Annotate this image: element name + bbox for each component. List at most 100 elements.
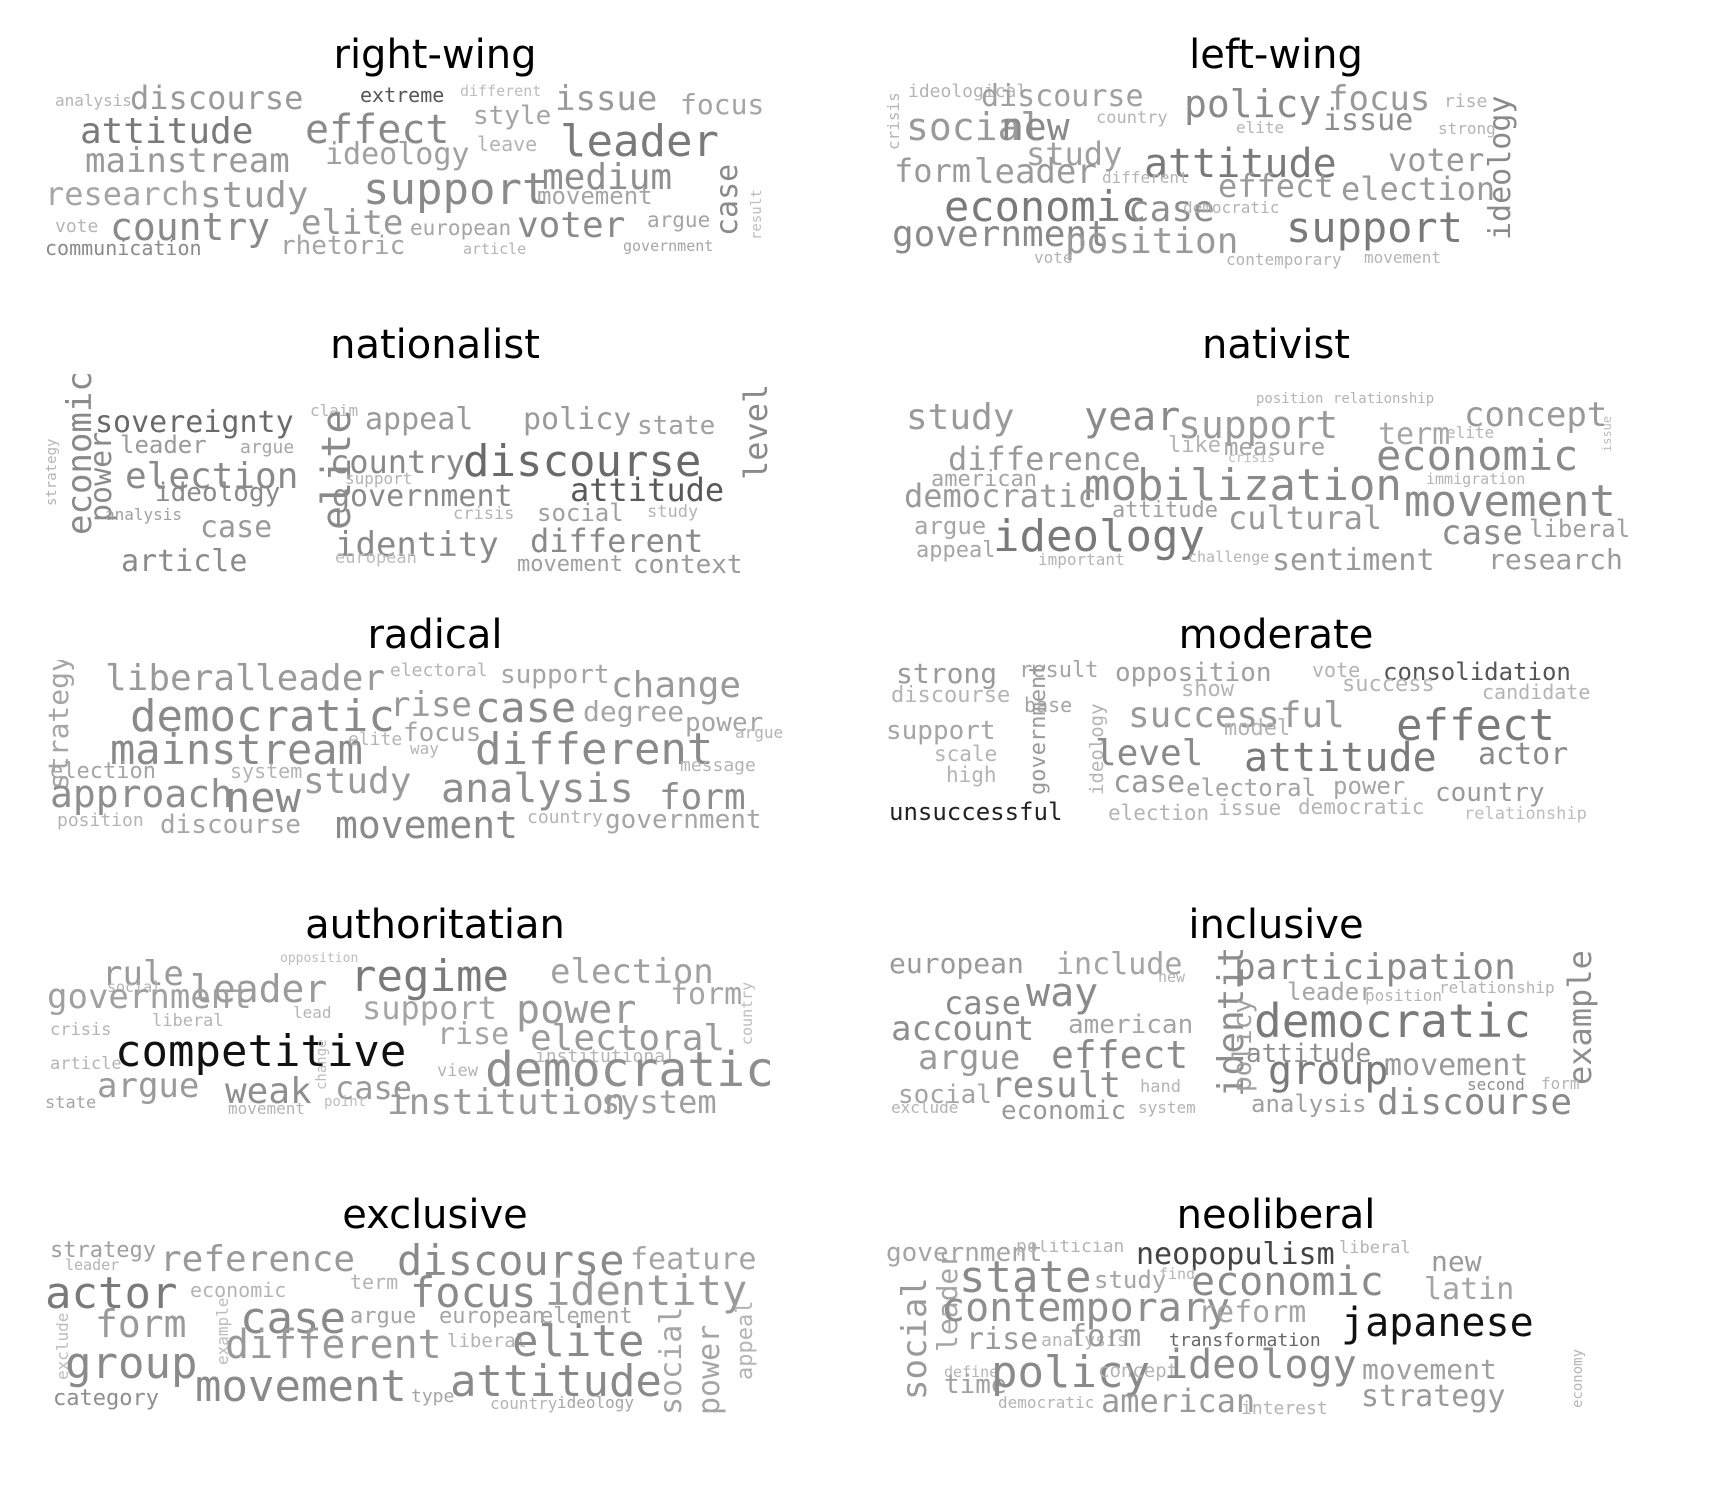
panel-title: left-wing [1189, 32, 1363, 78]
cloud-word: state [45, 1093, 97, 1113]
cloud-word: argue [350, 1304, 417, 1329]
cloud-word: european [889, 950, 1024, 980]
cloud-word: election [50, 759, 156, 784]
cloud-word: analysis [105, 505, 183, 524]
cloud-word: view [437, 1061, 478, 1081]
cloud-word: effect [1218, 167, 1334, 205]
cloud-word: leave [477, 132, 538, 156]
cloud-word: attitude [1246, 1039, 1372, 1069]
panel-moderate: moderate strong result opposition vote conso… [886, 610, 1666, 900]
cloud-word: latin [1424, 1272, 1515, 1307]
cloud-word: position [57, 810, 144, 831]
word-cloud: strong result opposition vote consolidation d… [886, 660, 1666, 900]
cloud-word: article [50, 1054, 122, 1074]
cloud-word: competitive [115, 1026, 407, 1077]
cloud-word: economic [1001, 1096, 1127, 1126]
cloud-word: government [332, 479, 513, 514]
cloud-word: attitude [1112, 498, 1218, 523]
cloud-word: effect [305, 107, 450, 153]
cloud-word: crisis [886, 92, 903, 150]
cloud-word: way [410, 739, 439, 758]
cloud-word: leader [1287, 978, 1374, 1006]
cloud-word: support [886, 716, 996, 746]
cloud-word: government [623, 237, 714, 255]
cloud-word: power [685, 708, 764, 738]
cloud-word: social [895, 1277, 935, 1400]
cloud-word: different [475, 724, 714, 775]
cloud-word: voter [517, 205, 626, 246]
cloud-word: focus [680, 88, 765, 121]
cloud-word: policy [1184, 82, 1322, 126]
cloud-word: democratic [904, 477, 1097, 515]
cloud-word: leader [190, 967, 328, 1011]
cloud-word: economic [190, 1278, 287, 1302]
panel-exclusive: exclusive strategy leader reference discour… [45, 1190, 825, 1480]
cloud-word: opposition [1115, 660, 1272, 688]
cloud-word: study [647, 502, 699, 522]
cloud-word: argue [240, 437, 295, 458]
cloud-word: election [550, 952, 714, 992]
cloud-word: economic [1376, 431, 1579, 480]
cloud-word: support [362, 989, 497, 1027]
cloud-word: social [906, 105, 1044, 149]
cloud-word: democratic [1298, 795, 1425, 819]
cloud-word: discourse [1377, 1082, 1573, 1123]
cloud-word: position [1365, 986, 1443, 1005]
cloud-word: movement [335, 803, 519, 847]
cloud-word: feature [630, 1242, 757, 1277]
cloud-word: reform [1198, 1295, 1307, 1330]
cloud-word: different [1102, 168, 1189, 187]
cloud-word: japanese [1341, 1300, 1534, 1346]
cloud-word: movement [228, 1099, 306, 1118]
cloud-word: approach [50, 772, 234, 816]
cloud-word: country [490, 1394, 558, 1413]
cloud-word: rhetoric [280, 231, 406, 261]
cloud-word: vote [55, 216, 99, 237]
cloud-word: important [1038, 550, 1125, 569]
cloud-word: vote [1034, 248, 1073, 267]
cloud-word: relationship [1439, 978, 1555, 997]
cloud-word: measure [1224, 433, 1326, 461]
word-cloud: strategy liberal leader electoral support cha… [45, 660, 825, 900]
cloud-word: concept [1464, 395, 1608, 435]
cloud-word: country [738, 981, 756, 1045]
panel-title: nativist [1202, 322, 1350, 368]
cloud-word: concept [1098, 1360, 1179, 1382]
cloud-word: democratic [998, 1393, 1095, 1412]
cloud-word: position [1065, 221, 1239, 262]
cloud-word: find [1159, 1265, 1196, 1283]
cloud-word: level [737, 383, 775, 480]
cloud-word: level [1095, 733, 1204, 774]
cloud-word: actor [45, 1268, 178, 1319]
cloud-word: ideology [155, 478, 281, 508]
cloud-word: define [944, 1363, 999, 1381]
cloud-word: discourse [981, 80, 1144, 114]
cloud-word: liberal [152, 1011, 224, 1031]
cloud-word: new [1431, 1245, 1482, 1278]
cloud-word: immigration [1426, 470, 1526, 488]
cloud-word: european [335, 548, 417, 568]
cloud-word: example [1561, 950, 1599, 1085]
cloud-word: power [1333, 772, 1406, 800]
cloud-word: year [1084, 394, 1181, 440]
cloud-word: power [692, 1324, 727, 1415]
cloud-word: discourse [160, 810, 301, 840]
cloud-word: contemporary [941, 1285, 1230, 1331]
cloud-word: contemporary [1226, 250, 1342, 269]
cloud-word: study [1094, 1266, 1167, 1294]
cloud-word: vote [1312, 660, 1361, 682]
word-cloud: analysis discourse extreme different issue fo… [45, 80, 825, 320]
cloud-word: neopopulism [1136, 1240, 1335, 1272]
cloud-word: success [1342, 672, 1435, 697]
cloud-word: mainstream [110, 725, 363, 774]
cloud-word: include [1056, 950, 1183, 982]
cloud-word: consolidation [1383, 660, 1571, 686]
cloud-word: argue [918, 1038, 1021, 1078]
cloud-word: participation [1234, 950, 1516, 988]
cloud-word: case [710, 163, 745, 236]
cloud-word: show [1181, 677, 1234, 702]
cloud-word: policy [991, 1347, 1150, 1398]
cloud-word: leader [120, 431, 207, 459]
cloud-word: movement [537, 182, 653, 210]
cloud-word: study [200, 175, 309, 216]
